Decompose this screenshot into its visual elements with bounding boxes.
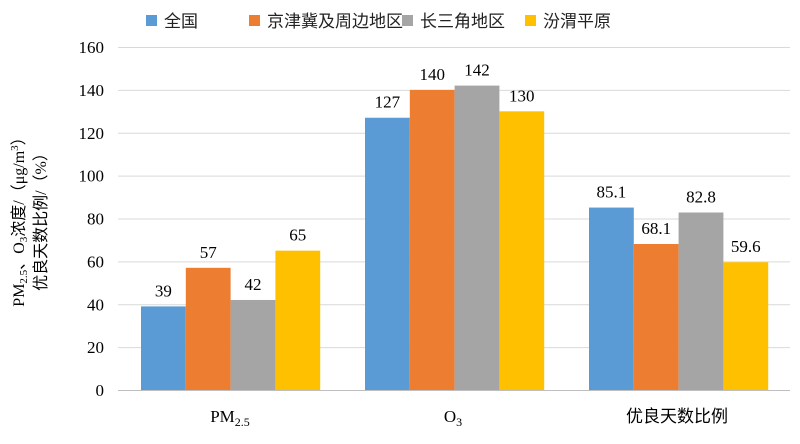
- bars: [141, 85, 769, 391]
- y-axis-title-line1: PM2.5、O3浓度/（μg/m3）: [9, 129, 30, 306]
- y-tick-label: 0: [96, 381, 105, 400]
- x-tick-labels: PM2.5 O3 优良天数比例: [210, 407, 728, 429]
- legend-label: 京津冀及周边地区: [267, 12, 403, 32]
- bar: [230, 299, 276, 390]
- data-label: 68.1: [641, 219, 671, 238]
- y-axis-title-line2: 优良天数比例/（%）: [32, 145, 50, 291]
- data-label: 57: [200, 243, 218, 262]
- y-tick-label: 20: [87, 338, 104, 357]
- legend-swatch: [525, 15, 536, 26]
- data-label: 130: [509, 86, 535, 105]
- legend: 全国 京津冀及周边地区 长三角地区 汾渭平原: [146, 12, 611, 32]
- bar: [141, 306, 186, 390]
- y-tick-label: 60: [87, 252, 104, 271]
- bar: [723, 262, 769, 390]
- legend-label: 全国: [164, 12, 198, 32]
- bar: [185, 267, 231, 390]
- bar: [589, 207, 634, 390]
- data-label: 82.8: [686, 187, 716, 206]
- data-labels: 39 57 42 65 127 140 142 130 85.1 68.1 82.8 59.6: [155, 61, 761, 301]
- bar: [454, 85, 500, 391]
- legend-label: 汾渭平原: [543, 12, 611, 32]
- bar: [365, 117, 410, 391]
- data-label: 65: [289, 226, 306, 245]
- data-label: 140: [419, 65, 445, 84]
- y-tick-label: 160: [79, 38, 105, 57]
- y-tick-label: 120: [79, 124, 105, 143]
- data-label: 85.1: [597, 183, 627, 202]
- x-tick-label-pm25: PM2.5: [210, 407, 250, 429]
- data-label: 127: [375, 93, 401, 112]
- data-label: 142: [464, 61, 490, 80]
- y-tick-label: 40: [87, 295, 104, 314]
- bar: [275, 250, 321, 390]
- data-label: 59.6: [731, 237, 761, 256]
- y-tick-label: 140: [79, 81, 105, 100]
- x-tick-label-good-days: 优良天数比例: [626, 407, 728, 427]
- legend-label: 长三角地区: [420, 12, 505, 32]
- x-tick-label-o3: O3: [444, 407, 462, 429]
- bar: [499, 111, 545, 390]
- y-tick-label: 80: [87, 210, 104, 229]
- legend-swatch: [402, 15, 413, 26]
- bar: [409, 89, 455, 390]
- bar: [678, 212, 724, 390]
- bar: [633, 244, 679, 390]
- y-axis-title: PM2.5、O3浓度/（μg/m3） 优良天数比例/（%）: [9, 129, 50, 306]
- y-tick-label: 100: [79, 167, 105, 186]
- legend-swatch: [146, 15, 157, 26]
- y-tick-labels: 0 20 40 60 80 100 120 140 160: [79, 38, 105, 400]
- legend-swatch: [249, 15, 260, 26]
- data-label: 42: [245, 275, 262, 294]
- data-label: 39: [155, 281, 172, 300]
